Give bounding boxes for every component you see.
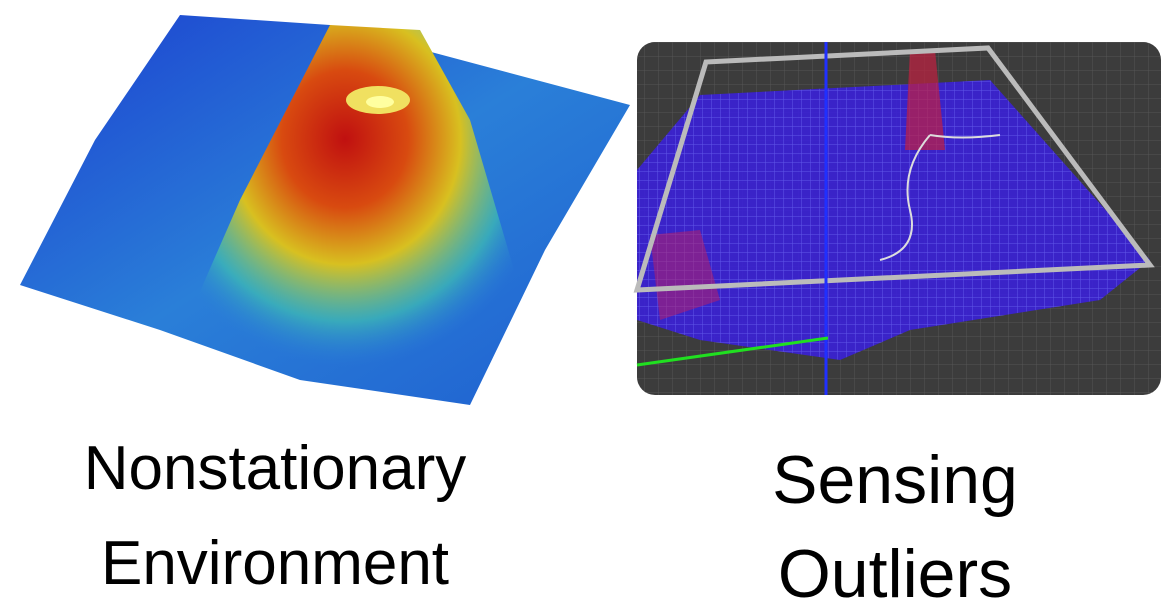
caption-line: Sensing	[660, 446, 1130, 514]
images	[0, 0, 1161, 420]
terrain-image	[20, 15, 630, 405]
caption-line: Nonstationary	[20, 438, 530, 500]
caption-line: Outliers	[660, 540, 1130, 608]
sensor-image	[637, 42, 1161, 395]
slide: Nonstationary Environment Sensing Outlie…	[0, 0, 1161, 610]
caption-line: Environment	[20, 533, 530, 595]
